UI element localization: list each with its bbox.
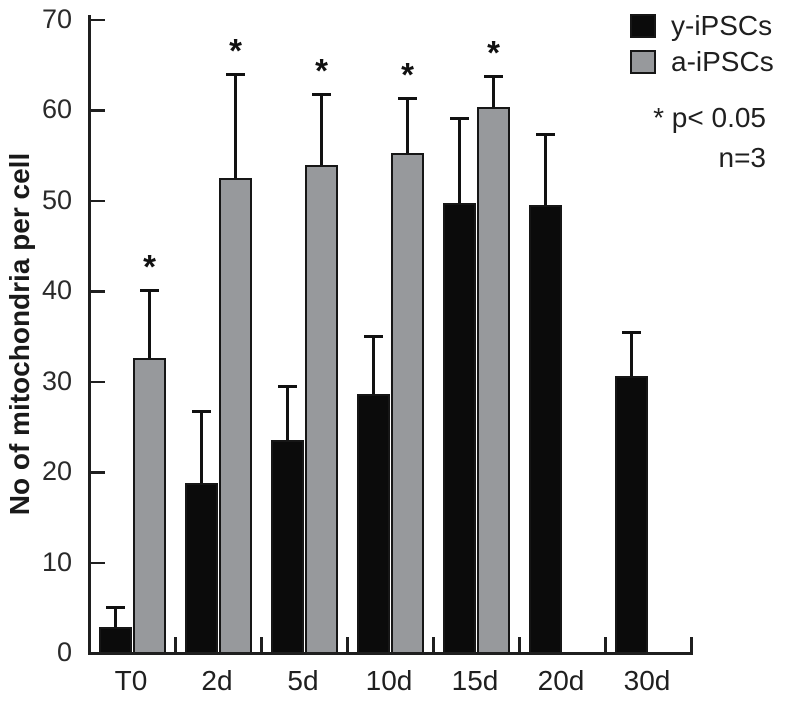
y-axis [88, 15, 91, 655]
significance-asterisk-2d: * [229, 31, 242, 69]
error-bar-y-iPSCs-20d [544, 132, 547, 205]
error-cap-y-iPSCs-T0 [106, 605, 125, 609]
error-cap-y-iPSCs-15d [450, 117, 469, 121]
bar-y-iPSCs-20d [529, 204, 562, 654]
y-tick-70 [91, 18, 105, 21]
bar-a-iPSCs-10d [391, 153, 424, 654]
sample-size-note: n=3 [718, 142, 767, 173]
y-tick-30 [91, 380, 105, 383]
legend-item-a-ipscs: a-iPSCs [630, 48, 774, 76]
significance-note: * p< 0.05 [653, 102, 766, 133]
x-tick-label-15d: 15d [451, 665, 499, 696]
annotation-notes: * p< 0.05 n=3 [653, 98, 766, 178]
x-tick-6 [604, 637, 607, 652]
error-cap-y-iPSCs-2d [192, 410, 211, 414]
bar-a-iPSCs-2d [219, 177, 252, 654]
x-tick-2 [260, 637, 263, 652]
x-tick-1 [174, 637, 177, 652]
bar-y-iPSCs-10d [357, 394, 390, 654]
x-tick-label-10d: 10d [365, 665, 413, 696]
legend-swatch-y-ipscs [630, 14, 656, 38]
bar-a-iPSCs-T0 [133, 357, 166, 654]
y-tick-label-40: 40 [41, 275, 72, 305]
x-tick-label-20d: 20d [537, 665, 585, 696]
error-cap-y-iPSCs-10d [364, 335, 383, 339]
y-tick-10 [91, 561, 105, 564]
bar-a-iPSCs-15d [477, 107, 510, 654]
y-tick-50 [91, 199, 105, 202]
error-bar-y-iPSCs-30d [630, 330, 633, 376]
significance-asterisk-10d: * [401, 56, 414, 94]
y-tick-60 [91, 109, 105, 112]
y-tick-label-50: 50 [41, 184, 72, 215]
bar-y-iPSCs-5d [271, 440, 304, 654]
error-cap-y-iPSCs-20d [536, 132, 555, 136]
x-tick-label-30d: 30d [623, 665, 671, 696]
error-cap-a-iPSCs-2d [226, 72, 245, 76]
y-tick-label-60: 60 [41, 94, 72, 124]
y-tick-label-30: 30 [41, 365, 72, 396]
bar-y-iPSCs-2d [185, 482, 218, 654]
error-bar-a-iPSCs-T0 [148, 289, 151, 358]
x-tick-7 [690, 637, 693, 652]
y-tick-label-20: 20 [41, 456, 72, 486]
y-tick-label-10: 10 [41, 546, 72, 577]
error-bar-a-iPSCs-5d [320, 92, 323, 166]
significance-asterisk-15d: * [487, 33, 500, 71]
x-tick-5 [518, 637, 521, 652]
x-tick-label-2d: 2d [201, 665, 233, 696]
bar-a-iPSCs-5d [305, 165, 338, 654]
error-bar-y-iPSCs-2d [200, 410, 203, 483]
error-cap-a-iPSCs-10d [398, 97, 417, 101]
error-bar-a-iPSCs-10d [406, 97, 409, 154]
legend-swatch-a-ipscs [630, 50, 656, 74]
significance-asterisk-5d: * [315, 51, 328, 89]
x-tick-4 [432, 637, 435, 652]
y-tick-label-0: 0 [56, 637, 72, 667]
error-cap-a-iPSCs-15d [484, 74, 503, 78]
x-axis [88, 652, 693, 655]
legend-label-y-ipscs: y-iPSCs [671, 10, 773, 41]
bar-y-iPSCs-30d [615, 375, 648, 654]
error-cap-a-iPSCs-T0 [140, 289, 159, 293]
bar-y-iPSCs-15d [443, 203, 476, 654]
y-tick-40 [91, 290, 105, 293]
legend: y-iPSCs a-iPSCs [630, 12, 774, 84]
error-cap-y-iPSCs-30d [622, 330, 641, 334]
x-tick-label-5d: 5d [287, 665, 319, 696]
error-bar-y-iPSCs-10d [372, 335, 375, 395]
legend-item-y-ipscs: y-iPSCs [630, 12, 774, 40]
significance-asterisk-T0: * [143, 248, 156, 286]
x-tick-3 [346, 637, 349, 652]
error-bar-a-iPSCs-2d [234, 72, 237, 178]
bar-y-iPSCs-T0 [99, 626, 132, 654]
error-bar-a-iPSCs-15d [492, 74, 495, 108]
x-tick-label-T0: T0 [114, 665, 148, 696]
error-bar-y-iPSCs-T0 [114, 605, 117, 627]
error-cap-y-iPSCs-5d [278, 385, 297, 389]
error-bar-y-iPSCs-15d [458, 117, 461, 204]
y-tick-20 [91, 471, 105, 474]
error-cap-a-iPSCs-5d [312, 92, 331, 96]
legend-label-a-ipscs: a-iPSCs [671, 46, 774, 77]
error-bar-y-iPSCs-5d [286, 385, 289, 441]
y-tick-label-70: 70 [41, 3, 72, 34]
